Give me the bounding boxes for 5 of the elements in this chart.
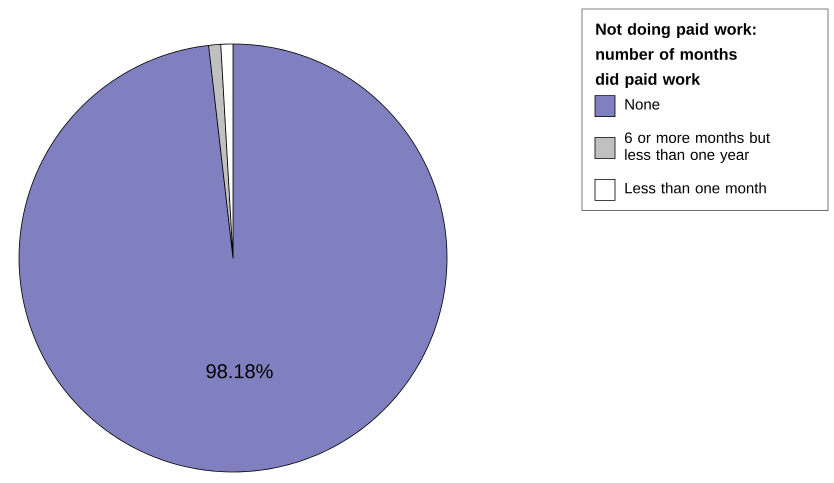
legend-label: None — [625, 99, 660, 110]
data-label: 98.18% — [206, 364, 273, 378]
legend-title: Not doing paid work: number of months did paid work — [596, 23, 756, 88]
legend-label: 6 or more months but less than one year — [624, 132, 770, 163]
legend-label: Less than one month — [625, 182, 766, 194]
